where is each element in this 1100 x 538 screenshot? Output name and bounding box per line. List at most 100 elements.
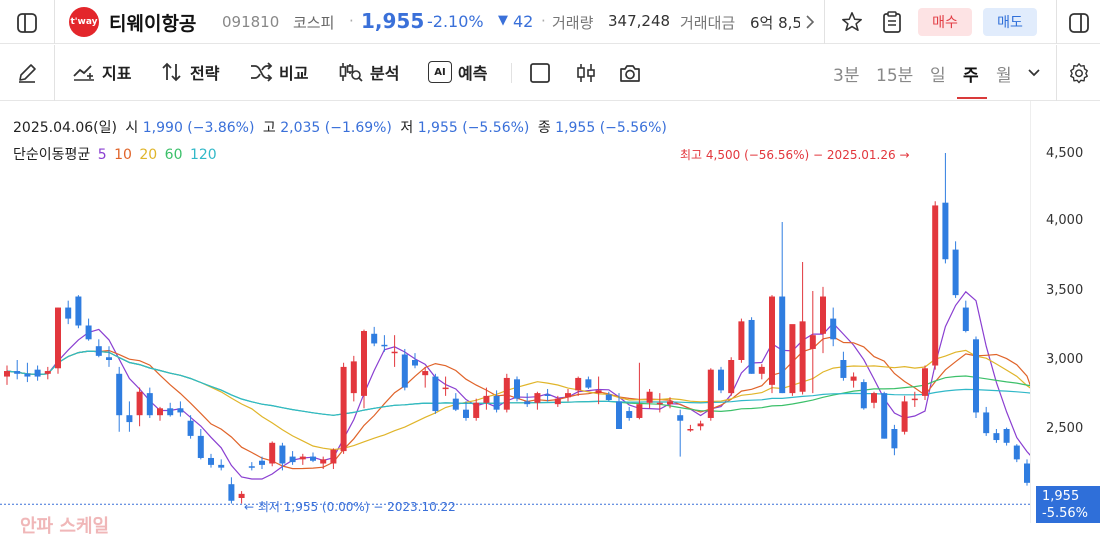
candle-body	[605, 394, 612, 401]
candle-body	[197, 435, 204, 458]
forecast-button[interactable]: AI 예측	[428, 57, 487, 87]
candle-body	[177, 408, 184, 413]
candle-body	[75, 296, 82, 326]
candle-body	[463, 409, 469, 418]
pencil-icon[interactable]	[14, 60, 40, 86]
candle-body	[187, 420, 194, 436]
current-price-tag: 1,955 -5.56%	[1036, 486, 1100, 523]
y-tick-label: 3,500	[1046, 283, 1084, 298]
candlestick-chart[interactable]	[0, 100, 1030, 523]
candle-body	[758, 366, 765, 374]
y-tick-label: 4,000	[1046, 213, 1084, 228]
star-icon[interactable]	[838, 8, 866, 36]
buy-button[interactable]: 매수	[918, 8, 972, 36]
candle-body	[208, 457, 214, 465]
candle-body	[820, 296, 826, 334]
indicator-button[interactable]: 지표	[72, 57, 131, 87]
candle-body	[85, 325, 92, 340]
period-month[interactable]: 월	[996, 66, 1012, 86]
candle-body	[310, 456, 316, 461]
clipboard-icon[interactable]	[878, 8, 906, 36]
candle-body	[14, 371, 21, 374]
high-value: 2,035 (−1.69%)	[280, 120, 392, 136]
analysis-button[interactable]: 분석	[338, 57, 399, 87]
strategy-label: 전략	[190, 64, 220, 83]
change-arrow-icon: ▼	[498, 13, 508, 28]
chevron-right-icon[interactable]	[801, 12, 819, 32]
sell-button[interactable]: 매도	[983, 8, 1037, 36]
candle-body	[667, 401, 673, 405]
sidebar-toggle-icon[interactable]	[14, 10, 40, 36]
candle-body	[401, 354, 408, 388]
candle-body	[544, 394, 551, 396]
candle-body	[942, 202, 949, 260]
candle-body	[728, 360, 735, 394]
square-icon[interactable]	[527, 60, 553, 86]
sort-arrows-icon	[162, 62, 181, 82]
strategy-button[interactable]: 전략	[160, 57, 219, 87]
candle-body	[95, 346, 102, 356]
candle-body	[830, 318, 837, 340]
price-tag-value: 1,955	[1042, 489, 1080, 504]
candle-body	[993, 433, 1000, 441]
low-label: 저	[400, 120, 414, 136]
candle-body	[289, 456, 296, 463]
candle-body	[799, 321, 806, 392]
y-tick-label: 4,500	[1046, 146, 1084, 161]
panel-toggle-icon[interactable]	[1066, 10, 1092, 36]
period-day[interactable]: 일	[930, 66, 946, 86]
candle-body	[157, 408, 163, 416]
candle-body	[106, 357, 112, 360]
ma-label: 단순이동평균	[13, 147, 91, 163]
volume-value: 347,248	[608, 12, 671, 30]
candle-body	[636, 404, 643, 418]
low-value: 1,955 (−5.56%)	[417, 120, 530, 136]
candle-body	[412, 360, 418, 366]
camera-icon[interactable]	[616, 60, 644, 86]
candle-body	[973, 339, 979, 413]
open-value: 1,990 (−3.86%)	[142, 120, 255, 136]
candlestick-icon[interactable]	[573, 60, 599, 86]
compare-button[interactable]: 비교	[249, 57, 308, 87]
candle-body	[391, 351, 398, 354]
period-15min[interactable]: 15분	[876, 66, 914, 86]
candle-body	[248, 466, 255, 468]
candle-body	[983, 412, 990, 434]
ohlc-date: 2025.04.06(일)	[13, 120, 117, 136]
candle-body	[452, 398, 459, 410]
ma-legend[interactable]: 단순이동평균 5 10 20 60 120	[13, 144, 217, 164]
candle-body	[565, 393, 571, 398]
close-value: 1,955 (−5.56%)	[555, 120, 667, 136]
candle-body	[595, 390, 602, 394]
stock-code: 091810	[222, 13, 280, 31]
candle-body	[860, 382, 867, 409]
candle-body	[34, 369, 41, 377]
chevron-down-icon[interactable]	[1025, 65, 1043, 81]
candle-body	[646, 391, 653, 403]
high-label: 고	[262, 120, 276, 136]
price-axis[interactable]	[1030, 101, 1100, 523]
chart-toolbar: 지표 전략 비교 분석 AI 예측 3분 15분 일 주 월	[0, 45, 1100, 101]
period-week[interactable]: 주	[963, 66, 979, 86]
candle-body	[656, 402, 663, 405]
ma-120: 120	[189, 147, 217, 163]
separator: ·	[541, 12, 546, 30]
ma-60: 60	[164, 147, 183, 163]
shuffle-icon	[251, 62, 273, 82]
candle-body	[871, 393, 877, 403]
candle-body	[718, 369, 724, 391]
candle-body	[524, 401, 531, 405]
gear-icon[interactable]	[1066, 60, 1092, 86]
candle-body	[748, 319, 755, 374]
candle-body	[514, 379, 520, 399]
open-label: 시	[125, 120, 139, 136]
trend-icon	[73, 65, 94, 81]
candle-body	[585, 379, 592, 388]
candle-body	[24, 373, 31, 377]
period-3min[interactable]: 3분	[833, 66, 860, 86]
active-period-underline	[957, 97, 987, 99]
candle-body	[922, 368, 928, 396]
change-percent: -2.10%	[427, 12, 484, 31]
candle-body	[789, 324, 796, 394]
candle-body	[554, 398, 561, 405]
